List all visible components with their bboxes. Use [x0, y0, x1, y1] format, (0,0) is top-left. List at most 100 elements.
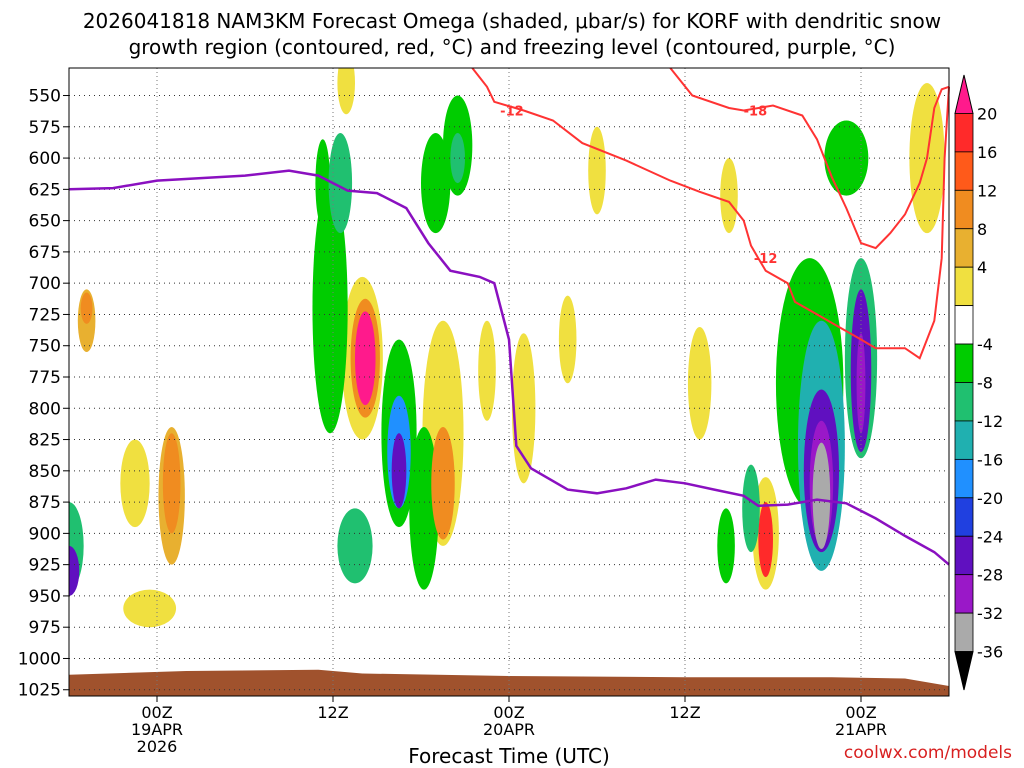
y-tick-label-925: 925 — [29, 556, 61, 576]
omega-cell-35 — [758, 502, 774, 578]
y-tick-label-625: 625 — [29, 180, 61, 200]
omega-cell-20 — [717, 508, 735, 584]
contour-label-2: -12 — [754, 252, 778, 267]
y-tick-label-725: 725 — [29, 305, 61, 325]
colorbar-seg-15 — [954, 651, 974, 691]
colorbar-label-7: -12 — [977, 412, 1003, 431]
y-tick-label-975: 975 — [29, 618, 61, 638]
colorbar-seg-4 — [954, 228, 974, 268]
y-tick-label-800: 800 — [29, 399, 61, 419]
y-tick-label-875: 875 — [29, 493, 61, 513]
y-tick-label-675: 675 — [29, 243, 61, 263]
colorbar: 20 16 12 8 4 -4 -8 -12 -16 -20 -24 -28 -32 -36 — [954, 74, 1003, 691]
x-tick-year-0: 2026 — [137, 737, 178, 756]
omega-cell-8 — [687, 326, 712, 440]
y-tick-label-1000: 1000 — [18, 649, 61, 669]
dgz-contour-minus18 — [669, 67, 950, 250]
omega-cell-5 — [511, 333, 536, 484]
colorbar-label-10: -24 — [977, 527, 1003, 546]
contour-label-0: -12 — [500, 105, 524, 120]
omega-cell-13 — [337, 68, 355, 115]
omega-cell-18 — [421, 133, 451, 234]
omega-cell-19 — [409, 427, 439, 590]
freezing-level-line — [68, 169, 950, 566]
watermark: coolwx.com/models — [844, 743, 1012, 763]
y-tick-label-900: 900 — [29, 524, 61, 544]
y-tick-label-850: 850 — [29, 462, 61, 482]
omega-shading — [69, 68, 949, 696]
colorbar-seg-13 — [954, 574, 974, 614]
y-tick-label-700: 700 — [29, 274, 61, 294]
colorbar-seg-10 — [954, 458, 974, 499]
colorbar-label-1: 16 — [977, 143, 997, 162]
dgz-contour-minus12 — [471, 67, 950, 360]
chart-title-line2: growth region (contoured, red, °C) and f… — [129, 35, 896, 59]
x-tick-date-0: 19APR — [131, 720, 183, 739]
x-tick-date-4: 21APR — [835, 720, 887, 739]
colorbar-label-4: 4 — [977, 258, 987, 277]
colorbar-seg-7 — [954, 343, 974, 383]
x-axis-label: Forecast Time (UTC) — [408, 744, 610, 768]
colorbar-seg-12 — [954, 535, 974, 576]
colorbar-label-13: -36 — [977, 643, 1003, 662]
omega-cell-25 — [80, 292, 93, 324]
omega-cell-7 — [588, 126, 606, 215]
x-tick-date-2: 20APR — [483, 720, 535, 739]
colorbar-label-3: 8 — [977, 220, 987, 239]
colorbar-seg-2 — [954, 151, 974, 191]
contours: -12 -18 -12 — [68, 67, 950, 566]
omega-cell-29 — [337, 508, 373, 584]
omega-cell-4 — [478, 320, 496, 421]
omega-cell-37 — [355, 311, 376, 406]
omega-cell-44 — [856, 333, 866, 434]
omega-cell-23 — [315, 139, 331, 227]
colorbar-seg-9 — [954, 420, 974, 460]
omega-cell-16 — [312, 183, 348, 434]
colorbar-seg-14 — [954, 612, 974, 652]
omega-cell-1 — [123, 589, 177, 628]
colorbar-seg-8 — [954, 382, 974, 422]
x-tick-label-0: 00Z — [141, 703, 172, 722]
colorbar-label-11: -28 — [977, 566, 1003, 585]
colorbar-seg-5 — [954, 266, 974, 307]
y-tick-label-825: 825 — [29, 431, 61, 451]
colorbar-label-9: -20 — [977, 489, 1003, 508]
y-tick-label-550: 550 — [29, 87, 61, 107]
chart-title-line1: 2026041818 NAM3KM Forecast Omega (shaded… — [83, 9, 941, 33]
omega-cell-39 — [69, 545, 80, 596]
x-tick-label-2: 00Z — [493, 703, 524, 722]
colorbar-label-0: 20 — [977, 104, 997, 123]
omega-cell-31 — [431, 427, 455, 540]
colorbar-label-6: -8 — [977, 374, 993, 393]
colorbar-seg-1 — [954, 113, 974, 153]
y-tick-label-575: 575 — [29, 118, 61, 138]
y-tick-label-775: 775 — [29, 368, 61, 388]
omega-cell-22 — [824, 120, 869, 196]
omega-cell-45 — [812, 442, 831, 550]
omega-cell-6 — [558, 295, 577, 384]
y-tick-label-1025: 1025 — [18, 681, 61, 701]
x-tick-label-3: 12Z — [669, 703, 700, 722]
omega-cell-34 — [450, 133, 465, 184]
omega-cell-32 — [742, 464, 760, 553]
colorbar-seg-6 — [954, 305, 974, 345]
x-tick-label-4: 00Z — [845, 703, 876, 722]
colorbar-label-12: -32 — [977, 604, 1003, 623]
colorbar-label-8: -16 — [977, 450, 1003, 469]
y-tick-label-650: 650 — [29, 212, 61, 232]
contour-label-1: -18 — [744, 105, 768, 120]
colorbar-seg-3 — [954, 189, 974, 230]
x-tick-label-1: 12Z — [317, 703, 348, 722]
omega-cell-0 — [120, 439, 150, 528]
y-tick-label-950: 950 — [29, 587, 61, 607]
omega-cell-9 — [720, 158, 738, 234]
colorbar-label-2: 12 — [977, 181, 997, 200]
colorbar-label-5: -4 — [977, 335, 993, 354]
y-tick-label-600: 600 — [29, 149, 61, 169]
y-tick-label-750: 750 — [29, 337, 61, 357]
colorbar-seg-0 — [954, 74, 974, 114]
y-axis: 550 575 600 625 650 675 700 725 750 775 800 825 850 8… — [18, 87, 69, 701]
omega-cell-27 — [162, 433, 181, 534]
colorbar-seg-11 — [954, 497, 974, 537]
